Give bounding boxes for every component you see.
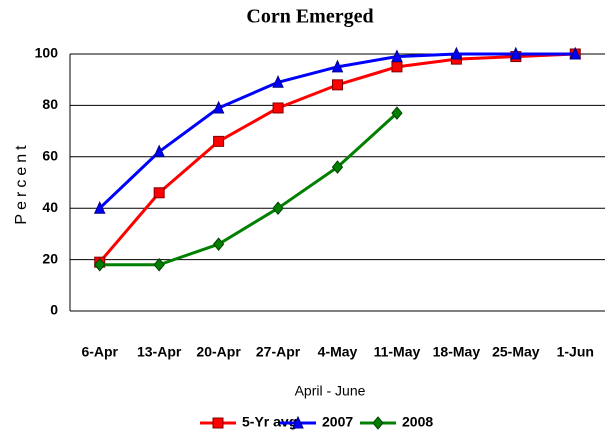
x-tick-label: 27-Apr (256, 344, 301, 360)
x-axis-label: April - June (295, 383, 366, 399)
marker (391, 106, 403, 120)
marker (153, 144, 165, 158)
legend-label: 2007 (322, 414, 353, 430)
series-line (98, 52, 576, 210)
marker (213, 135, 225, 147)
marker (331, 160, 344, 174)
x-tick-label: 4-May (318, 344, 358, 360)
marker (212, 100, 225, 114)
x-tick-label: 18-May (433, 344, 481, 360)
marker (391, 49, 403, 63)
marker (450, 46, 463, 60)
y-tick-label: 80 (42, 96, 58, 112)
x-tick-label: 25-May (492, 344, 540, 360)
legend-label: 2008 (402, 414, 433, 430)
y-tick-label: 100 (35, 45, 59, 61)
marker (331, 59, 344, 73)
marker (153, 187, 165, 199)
marker (212, 417, 224, 429)
x-tick-label: 20-Apr (196, 344, 241, 360)
marker (272, 102, 284, 114)
marker (569, 46, 582, 60)
marker (272, 75, 284, 88)
y-axis-label: Percent (13, 141, 30, 224)
series-line (99, 111, 398, 267)
marker (153, 257, 165, 272)
marker (94, 257, 106, 272)
marker (93, 200, 106, 214)
x-tick-label: 13-Apr (137, 344, 182, 360)
y-tick-label: 20 (42, 250, 58, 266)
x-tick-label: 6-Apr (81, 344, 118, 360)
x-tick-label: 11-May (374, 344, 421, 360)
marker (510, 46, 522, 60)
y-tick-label: 40 (42, 199, 58, 215)
y-tick-label: 60 (42, 148, 58, 164)
marker (332, 79, 343, 91)
chart-title: Corn Emerged (246, 6, 373, 28)
marker (391, 61, 403, 73)
marker (292, 415, 304, 429)
marker (272, 201, 284, 215)
marker (372, 416, 384, 430)
x-tick-label: 1-Jun (557, 344, 594, 360)
legend-label: 5-Yr avg (242, 414, 297, 430)
y-tick-label: 0 (50, 302, 58, 318)
marker (212, 237, 225, 251)
